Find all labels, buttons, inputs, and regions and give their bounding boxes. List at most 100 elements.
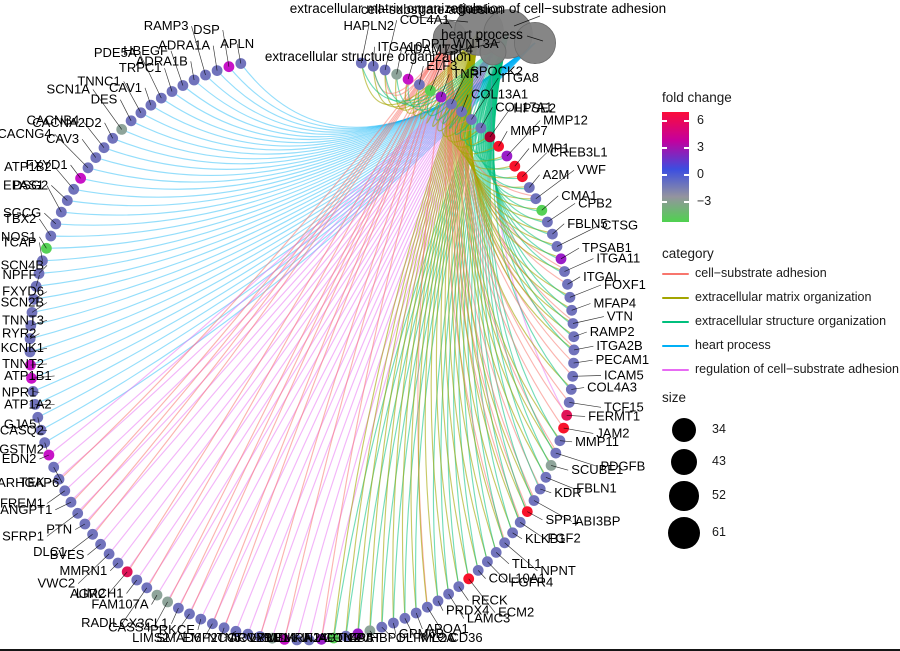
gene-label: MMP7 [510,123,548,138]
gene-node [568,331,580,343]
label-leader-line [563,427,594,434]
label-leader-line [547,203,576,223]
edge [320,37,451,641]
gene-label: CACNB4 [27,112,80,127]
gene-node [155,92,167,104]
gene-label: AGR2 [70,586,105,601]
label-leader-line [487,561,508,583]
gene-node [41,242,52,254]
gene-label: VTN [607,309,633,324]
gene-label: TNNT2 [2,356,44,371]
edge [167,37,451,604]
category-legend-label: heart process [695,338,771,352]
gene-label: MMP12 [543,113,588,128]
fold-change-tick-mark [684,174,689,176]
edge [486,33,548,224]
label-leader-line [190,61,195,81]
gene-label: ARHGAP6 [0,475,59,490]
gene-label: KIF14 [293,630,328,645]
gene-label: ADAMTSL4 [404,42,473,57]
label-leader-line [566,414,586,417]
label-leader-line [30,319,48,326]
label-leader-line [369,630,376,639]
fold-change-gradient-bar [662,112,689,222]
edge [472,33,509,162]
label-leader-line [39,454,50,460]
gene-label: FXYD1 [26,157,68,172]
edge [448,30,491,148]
label-leader-line [220,627,225,639]
edge [461,30,530,188]
gene-label: VWF [577,162,606,177]
gene-node [32,411,44,423]
gene-label: CACNA2D2 [32,115,101,130]
gene-label: SPOCK2 [470,64,523,79]
label-leader-line [281,637,285,640]
gene-node [509,160,521,172]
gene-label: COL13A1 [471,87,528,102]
edge [360,30,480,106]
gene-label: CMA1 [561,188,597,203]
edge [283,37,451,641]
gene-label: RAMP3 [144,18,189,33]
gene-label: PTN [46,522,72,537]
gene-label: ITGA8 [501,70,539,85]
gene-label: ACVRL1 [230,630,281,645]
label-leader-line [81,139,97,158]
gene-label: SCN1A [47,81,91,96]
size-legend-value: 34 [712,422,726,436]
label-leader-line [39,242,43,261]
edge [223,37,451,630]
label-leader-line [203,623,213,639]
gene-label: MMP1 [532,141,570,156]
label-leader-line [70,164,81,179]
edge [126,51,494,571]
edge [487,33,553,236]
gene-node [141,582,153,594]
label-leader-line [506,120,541,157]
gene-node [399,612,411,624]
gene-label: SPP1 [546,512,579,527]
legend-panel: fold change category size 6 3 0 −3 cell−subs… [650,0,900,651]
gene-label: TRPC1 [119,60,162,75]
gene-label: ADRA1A [158,38,210,53]
size-legend-dot [669,481,699,511]
edge [117,51,494,564]
edge [426,30,480,124]
gene-node [207,618,218,630]
label-leader-line [404,618,416,639]
gene-label: RADIL [81,615,119,630]
gene-label: LIMCH1 [76,586,124,601]
label-leader-line [419,66,424,85]
gene-label: LYVE1 [250,630,290,645]
gene-label: TNNT3 [2,312,44,327]
gene-label: SCN4B [1,257,44,272]
label-leader-line [92,89,122,130]
label-leader-line [46,490,65,504]
gene-label: CPB2 [578,195,612,210]
gene-label: TBX2 [4,211,37,226]
gene-node [87,528,98,540]
size-legend-value: 52 [712,488,726,502]
label-leader-line [197,619,202,630]
gene-label: LAMC3 [467,611,510,626]
label-leader-line [87,544,101,556]
gene-label: CASS4 [108,619,151,634]
label-leader-line [75,523,86,530]
fold-change-tick-mark [662,201,667,203]
gene-label: CORO2B [217,630,272,645]
label-leader-line [236,43,242,64]
gene-label: CACNG4 [0,126,52,141]
size-legend-value: 43 [712,454,726,468]
label-leader-line [77,553,110,584]
edge [432,30,480,127]
category-hub-node [479,38,507,66]
edge [478,33,523,180]
hub-label-leader-line [429,41,501,57]
label-leader-line [440,73,450,98]
gene-node [364,625,376,637]
label-leader-line [533,500,573,522]
gene-label: ELF3 [426,58,457,73]
gene-label: HPSE2 [513,100,556,115]
